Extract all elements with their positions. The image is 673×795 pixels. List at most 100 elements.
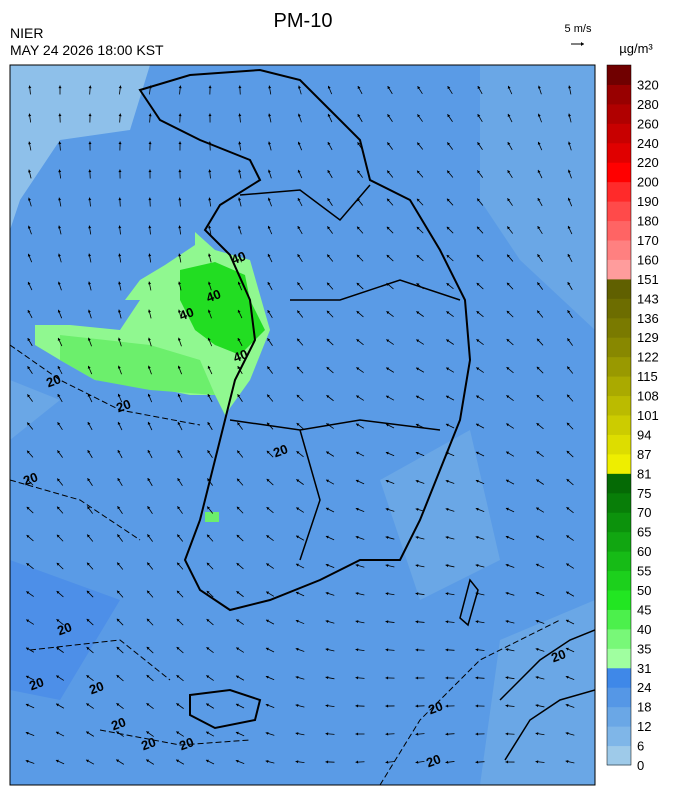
wind-arrowhead bbox=[178, 169, 182, 173]
colorbar-segment bbox=[607, 628, 631, 649]
wind-arrowhead bbox=[56, 534, 60, 538]
colorbar-label: 24 bbox=[637, 680, 651, 695]
wind-arrowhead bbox=[237, 338, 241, 342]
wind-arrowhead bbox=[265, 760, 269, 763]
wind-arrowhead bbox=[176, 759, 180, 763]
wind-arrowhead bbox=[266, 591, 270, 595]
wind-arrowhead bbox=[325, 704, 329, 708]
wind-arrowhead bbox=[566, 507, 570, 511]
wind-arrowhead bbox=[446, 226, 450, 230]
wind-arrowhead bbox=[385, 535, 389, 539]
wind-arrowhead bbox=[295, 732, 299, 736]
wind-arrowhead bbox=[86, 562, 90, 566]
wind-arrowhead bbox=[55, 759, 59, 763]
wind-arrowhead bbox=[117, 562, 120, 566]
colorbar-label: 170 bbox=[637, 233, 659, 248]
colorbar-segment bbox=[607, 531, 631, 552]
colorbar-segment bbox=[607, 220, 631, 241]
wind-arrowhead bbox=[507, 226, 511, 230]
wind-arrowhead bbox=[506, 395, 510, 399]
wind-arrowhead bbox=[205, 759, 209, 763]
colorbar-segment bbox=[607, 84, 631, 105]
wind-arrowhead bbox=[238, 169, 242, 173]
wind-arrowhead bbox=[116, 646, 120, 650]
wind-arrowhead bbox=[208, 253, 212, 257]
wind-arrowhead bbox=[27, 253, 31, 257]
wind-arrowhead bbox=[355, 535, 359, 539]
wind-arrowhead bbox=[567, 197, 571, 201]
wind-arrowhead bbox=[505, 563, 509, 567]
wind-arrowhead bbox=[355, 760, 359, 764]
wind-arrowhead bbox=[208, 113, 212, 117]
wind-arrowhead bbox=[27, 281, 31, 285]
wind-arrowhead bbox=[118, 253, 122, 257]
wind-arrowhead bbox=[415, 507, 419, 511]
colorbar-label: 122 bbox=[637, 350, 659, 365]
wind-arrowhead bbox=[355, 592, 359, 596]
wind-arrowhead bbox=[238, 197, 242, 201]
contour-label: 40 bbox=[231, 346, 250, 365]
colorbar-label: 60 bbox=[637, 544, 651, 559]
wind-arrowhead bbox=[266, 450, 270, 454]
wind-arrowhead bbox=[385, 592, 389, 596]
wind-arrowhead bbox=[118, 113, 122, 117]
wind-arrowhead bbox=[386, 395, 390, 399]
wind-arrowhead bbox=[567, 394, 570, 398]
high-area bbox=[205, 512, 219, 522]
contour-line bbox=[10, 344, 561, 785]
wind-arrowhead bbox=[28, 113, 32, 117]
wind-arrowhead bbox=[26, 591, 30, 595]
wind-arrowhead bbox=[507, 113, 511, 117]
wind-arrowhead bbox=[445, 704, 449, 708]
wind-arrowhead bbox=[325, 760, 329, 764]
wind-arrowhead bbox=[116, 703, 120, 707]
wind-arrowhead bbox=[566, 450, 570, 454]
wind-arrowhead bbox=[297, 85, 301, 89]
wind-arrowhead bbox=[566, 422, 570, 426]
wind-arrowhead bbox=[237, 450, 241, 454]
wind-arrowhead bbox=[237, 422, 241, 426]
wind-arrowhead bbox=[415, 648, 419, 652]
wind-arrowhead bbox=[565, 760, 569, 764]
wind-arrowhead bbox=[206, 731, 210, 735]
wind-arrowhead bbox=[268, 85, 272, 89]
wind-arrowhead bbox=[117, 337, 121, 341]
wind-arrowhead bbox=[385, 732, 389, 736]
wind-arrowhead bbox=[56, 731, 59, 735]
wind-arrowhead bbox=[88, 85, 92, 89]
wind-arrowhead bbox=[326, 310, 330, 314]
wind-arrowhead bbox=[356, 254, 360, 258]
wind-arrowhead bbox=[567, 338, 571, 342]
contour-label: 20 bbox=[87, 678, 106, 697]
wind-arrowhead bbox=[266, 535, 270, 539]
wind-arrowhead bbox=[88, 113, 92, 117]
colorbar-label: 65 bbox=[637, 525, 651, 540]
wind-arrowhead bbox=[178, 197, 182, 201]
wind-arrowhead bbox=[86, 759, 90, 763]
wind-arrowhead bbox=[176, 731, 180, 735]
wind-arrowhead bbox=[355, 507, 359, 511]
wind-arrowhead bbox=[565, 703, 569, 707]
contour-label: 20 bbox=[114, 396, 133, 415]
wind-arrowhead bbox=[385, 451, 389, 455]
wind-arrowhead bbox=[387, 114, 391, 118]
colorbar-label: 45 bbox=[637, 602, 651, 617]
wind-arrowhead bbox=[386, 226, 390, 230]
wind-arrowhead bbox=[385, 479, 389, 483]
wind-arrowhead bbox=[355, 676, 359, 680]
wind-arrowhead bbox=[416, 283, 420, 287]
wind-arrowhead bbox=[445, 564, 449, 568]
wind-arrowhead bbox=[237, 309, 241, 313]
wind-arrowhead bbox=[87, 337, 91, 341]
wind-arrowhead bbox=[86, 618, 90, 622]
wind-arrowhead bbox=[417, 170, 420, 174]
wind-arrowhead bbox=[475, 564, 479, 567]
wind-arrowhead bbox=[147, 365, 151, 369]
wind-arrowhead bbox=[146, 618, 150, 622]
colorbar-segment bbox=[607, 687, 631, 708]
wind-arrowhead bbox=[177, 365, 181, 369]
wind-arrowhead bbox=[178, 253, 182, 257]
colorbar-label: 6 bbox=[637, 739, 644, 754]
wind-arrowhead bbox=[505, 535, 509, 539]
wind-arrowhead bbox=[565, 731, 569, 735]
